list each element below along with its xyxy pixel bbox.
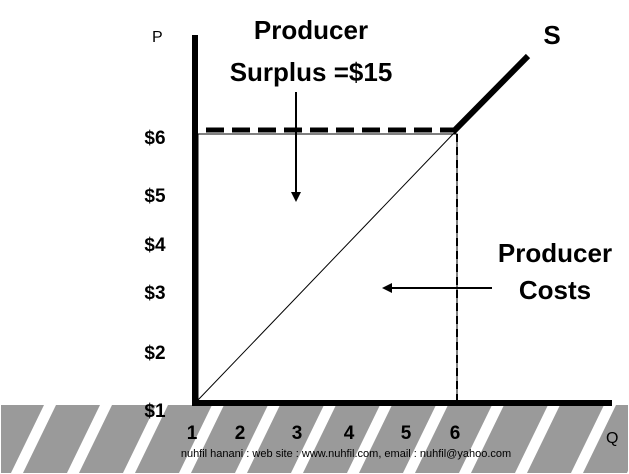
surplus-label: Surplus =$15 [230,57,393,87]
x-axis-label: Q [606,430,618,447]
diagonal [197,131,456,401]
curve-label: S [543,20,560,50]
x-tick-label: 3 [292,423,303,444]
costs-label: Costs [519,275,591,305]
x-tick-label: 4 [344,423,355,444]
footer: nuhfil hanani : web site : www.nuhfil.co… [181,448,511,460]
y-tick-label: $3 [144,283,165,304]
y-tick-label: $6 [144,128,165,149]
ground-hatch [1,405,628,473]
costs-label: Producer [498,238,612,268]
supply-curve [450,53,531,135]
y-tick-label: $5 [144,186,166,207]
x-tick-label: 1 [187,423,198,444]
y-tick-label: $4 [144,235,166,256]
y-tick-label: $1 [144,401,166,422]
x-tick-label: 6 [450,423,461,444]
surplus-label: Producer [254,15,368,45]
x-tick-label: 2 [235,423,246,444]
y-axis-label: P [152,29,163,46]
x-tick-label: 5 [401,423,412,444]
y-tick-label: $2 [144,343,165,364]
